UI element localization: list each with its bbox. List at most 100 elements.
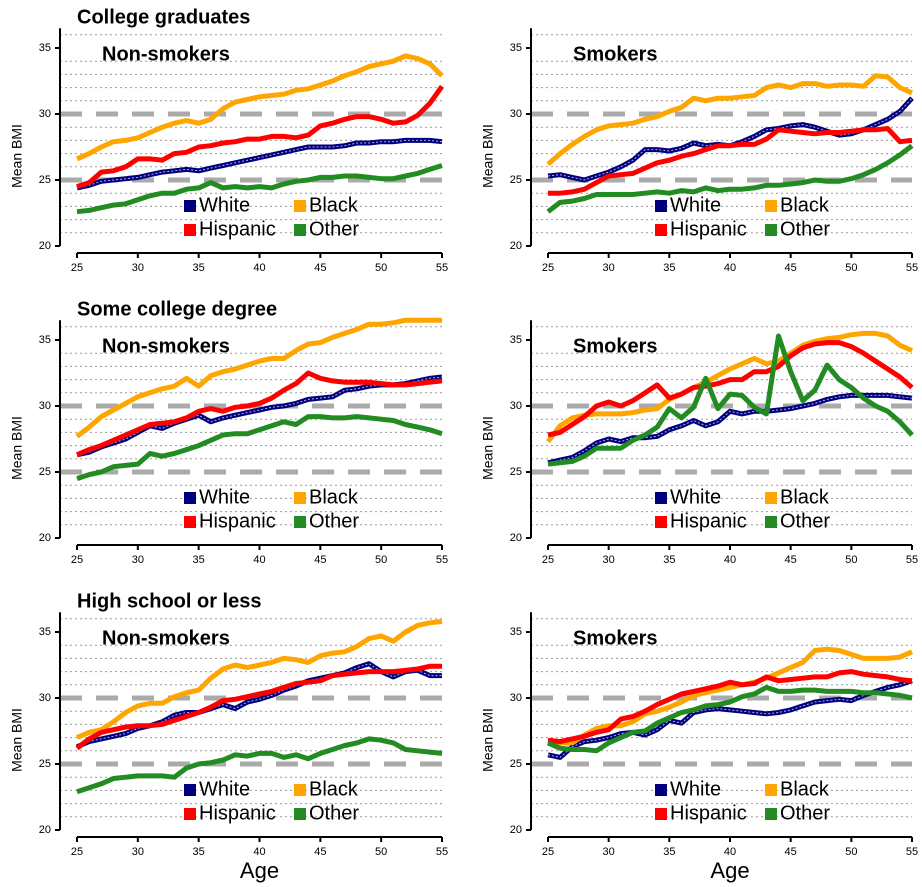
legend-label: Other [309, 510, 359, 532]
legend-swatch [655, 492, 667, 504]
series-line [76, 414, 443, 481]
x-tick-label: 35 [663, 554, 675, 566]
series-line-highlight [76, 139, 443, 189]
x-tick-label: 30 [603, 846, 615, 858]
x-tick-label: 40 [253, 846, 265, 858]
x-tick-label: 55 [436, 262, 448, 274]
legend-label: Black [309, 194, 359, 216]
legend-swatch [184, 200, 196, 212]
legend-swatch [184, 808, 196, 820]
legend-label: Hispanic [199, 218, 276, 240]
legend-swatch [655, 224, 667, 236]
panel-row-title: High school or less [77, 590, 261, 612]
y-tick-label: 30 [510, 400, 522, 412]
legend-swatch [655, 784, 667, 796]
y-tick-label: 35 [510, 334, 522, 346]
legend-label: Hispanic [670, 802, 747, 824]
legend-swatch [294, 784, 306, 796]
series-line [546, 73, 914, 167]
y-tick-label: 35 [39, 334, 51, 346]
legend-swatch [184, 516, 196, 528]
x-tick-label: 55 [906, 262, 918, 274]
x-tick-label: 35 [663, 262, 675, 274]
series-line [76, 661, 442, 750]
legend-label: Hispanic [670, 218, 747, 240]
series-line-highlight [547, 97, 913, 181]
x-tick-label: 50 [845, 846, 857, 858]
series-line [546, 330, 914, 444]
x-tick-label: 30 [132, 554, 144, 566]
series-line [547, 669, 913, 745]
legend-label: Black [780, 486, 830, 508]
legend-swatch [294, 492, 306, 504]
y-tick-label: 25 [39, 466, 51, 478]
x-tick-label: 35 [663, 846, 675, 858]
y-tick-label: 35 [510, 42, 522, 54]
legend-label: Hispanic [199, 510, 276, 532]
x-tick-label: 30 [132, 846, 144, 858]
series-line-highlight [76, 663, 442, 748]
y-axis-label: Mean BMI [9, 124, 25, 188]
legend-label: Black [309, 486, 359, 508]
legend-label: Other [780, 802, 830, 824]
x-tick-label: 50 [375, 554, 387, 566]
legend-swatch [765, 224, 777, 236]
series-line [546, 143, 914, 214]
x-tick-label: 25 [71, 846, 83, 858]
legend-label: White [199, 194, 250, 216]
y-tick-label: 20 [39, 240, 51, 252]
legend-swatch [294, 224, 306, 236]
y-tick-label: 30 [39, 692, 51, 704]
panel-label: Smokers [573, 627, 658, 649]
legend-label: Hispanic [670, 510, 747, 532]
series-line [547, 96, 914, 183]
legend-label: White [670, 194, 721, 216]
legend-label: Other [309, 802, 359, 824]
y-tick-label: 30 [39, 400, 51, 412]
y-tick-label: 20 [510, 240, 522, 252]
x-tick-label: 45 [785, 554, 797, 566]
panel-row-title: Some college degree [77, 298, 277, 320]
legend-label: Black [309, 778, 359, 800]
legend-label: Other [309, 218, 359, 240]
series-line-highlight [547, 680, 913, 758]
series-line [76, 370, 443, 458]
y-axis-label: Mean BMI [480, 708, 496, 772]
legend-label: Other [780, 510, 830, 532]
panel-label: Non-smokers [102, 43, 230, 65]
series-line-highlight [547, 394, 913, 464]
series-line [548, 126, 913, 196]
series-line [76, 163, 443, 215]
y-tick-label: 35 [39, 42, 51, 54]
legend-label: Other [780, 218, 830, 240]
legend-label: White [199, 778, 250, 800]
y-tick-label: 20 [39, 824, 51, 836]
x-tick-label: 35 [193, 554, 205, 566]
panel-label: Non-smokers [102, 335, 230, 357]
legend-swatch [765, 516, 777, 528]
y-axis-label: Mean BMI [480, 124, 496, 188]
series-line [76, 374, 443, 458]
legend-swatch [765, 808, 777, 820]
x-axis-label: Age [710, 858, 749, 883]
legend-swatch [655, 808, 667, 820]
panel-row-title: College graduates [77, 6, 250, 28]
x-tick-label: 25 [542, 554, 554, 566]
series-line [76, 618, 443, 740]
x-tick-label: 30 [603, 554, 615, 566]
x-tick-label: 35 [193, 262, 205, 274]
legend-swatch [294, 516, 306, 528]
series-line [547, 646, 914, 746]
x-tick-label: 50 [375, 846, 387, 858]
y-tick-label: 35 [39, 626, 51, 638]
y-axis-label: Mean BMI [480, 416, 496, 480]
legend-label: Black [780, 778, 830, 800]
legend-swatch [765, 784, 777, 796]
legend-label: Hispanic [199, 802, 276, 824]
x-tick-label: 40 [724, 554, 736, 566]
x-tick-label: 55 [906, 846, 918, 858]
x-tick-label: 40 [253, 262, 265, 274]
series-line [76, 84, 445, 189]
